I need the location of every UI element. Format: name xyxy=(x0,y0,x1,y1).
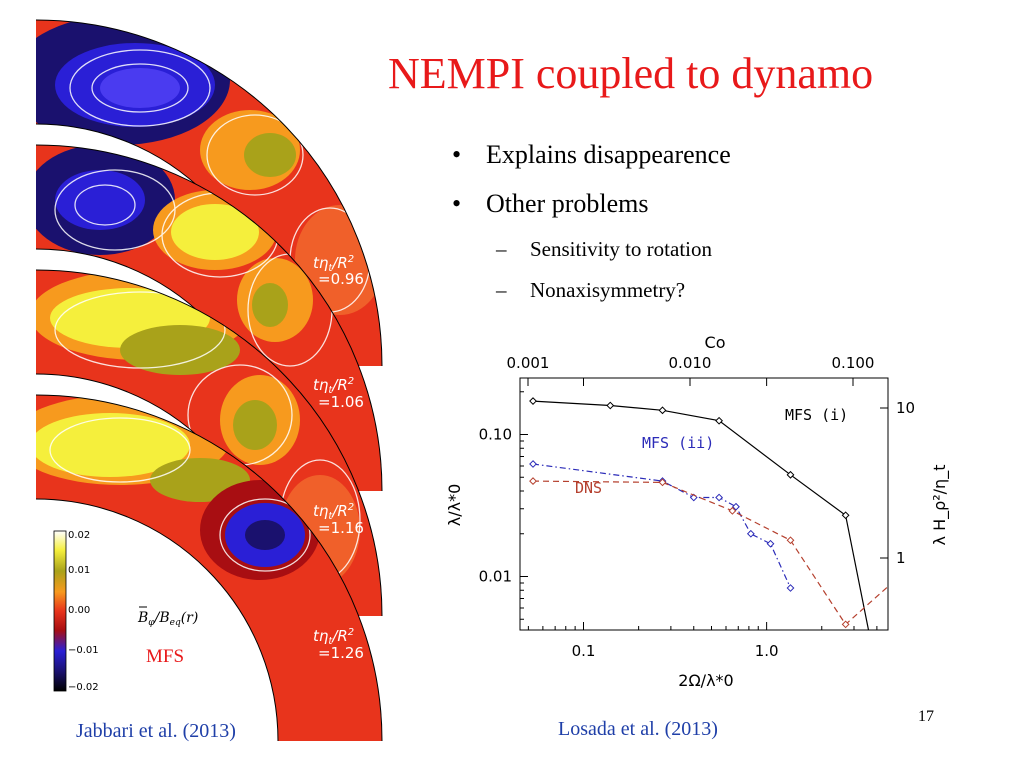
bullet-dot: • xyxy=(452,189,462,218)
colorbar xyxy=(53,530,67,692)
subbullet-2: – Nonaxisymmetry? xyxy=(496,278,685,303)
svg-text:tηt/R2: tηt/R2 xyxy=(313,627,354,647)
svg-text:=1.16: =1.16 xyxy=(318,519,364,537)
series-label: DNS xyxy=(575,479,602,497)
x-tick-label: 1.0 xyxy=(755,642,779,660)
x2-tick-label: 0.010 xyxy=(669,354,712,372)
data-point xyxy=(841,511,850,520)
time-label-1: tηt/R2 =0.96 xyxy=(313,254,364,288)
bullet-1-text: Explains disappearence xyxy=(486,140,731,169)
y2-tick-label: 1 xyxy=(896,549,906,567)
data-point xyxy=(841,620,850,629)
data-point xyxy=(715,493,723,502)
growth-rate-chart: 0.1 1.0 0.001 0.010 0.100 0.10 0.01 10 1 MFS (i) M… xyxy=(445,333,950,690)
bullet-2-text: Other problems xyxy=(486,189,649,218)
y2-axis-label: λ H_ρ²/η_t xyxy=(930,465,950,546)
colorbar-label: Bφ/Beq(r) xyxy=(137,610,198,628)
data-point xyxy=(786,470,795,479)
subbullet-2-text: Nonaxisymmetry? xyxy=(530,278,686,302)
page-number: 17 xyxy=(918,708,934,725)
x2-tick-label: 0.100 xyxy=(832,354,875,372)
series-line-2 xyxy=(532,463,792,589)
series-line-3 xyxy=(532,480,888,626)
subbullet-1-text: Sensitivity to rotation xyxy=(530,237,712,261)
mfs-label: MFS xyxy=(146,646,184,667)
time-label-2: tηt/R2 =1.06 xyxy=(313,376,364,411)
time-label-3: tηt/R2 =1.16 xyxy=(313,502,364,537)
svg-text:tηt/R2: tηt/R2 xyxy=(313,254,354,274)
meridional-maps: tηt/R2 =0.96 tηt/R2 =1.06 tηt/R2 =1.16 t… xyxy=(35,19,383,742)
bullet-1: • Explains disappearence xyxy=(452,140,731,170)
y-tick-label: 0.01 xyxy=(479,568,512,586)
data-point xyxy=(746,529,755,538)
data-point xyxy=(732,502,740,511)
subbullet-1: – Sensitivity to rotation xyxy=(496,237,712,262)
subbullet-dash: – xyxy=(496,237,507,261)
data-point xyxy=(529,397,537,405)
x2-tick-label: 0.001 xyxy=(507,354,550,372)
svg-text:=1.06: =1.06 xyxy=(318,393,364,411)
data-point xyxy=(606,401,615,410)
colorbar-tick-2: 0.01 xyxy=(68,565,90,576)
x-axis-label: 2Ω/λ*0 xyxy=(678,671,733,690)
svg-text:=0.96: =0.96 xyxy=(318,270,364,288)
subbullet-dash: – xyxy=(496,278,507,302)
citation-left: Jabbari et al. (2013) xyxy=(76,720,236,742)
data-point xyxy=(715,416,723,425)
y-axis-label: λ/λ*0 xyxy=(445,484,464,527)
data-point xyxy=(766,539,775,548)
data-point xyxy=(786,584,795,592)
time-label-4: tηt/R2 =1.26 xyxy=(313,627,364,662)
y-tick-label: 0.10 xyxy=(479,426,512,444)
data-point xyxy=(529,460,537,468)
series-label: MFS (ii) xyxy=(642,434,714,452)
series-label: MFS (i) xyxy=(785,406,848,424)
bullet-2: • Other problems xyxy=(452,189,648,219)
slide-title: NEMPI coupled to dynamo xyxy=(388,49,874,98)
svg-text:tηt/R2: tηt/R2 xyxy=(313,376,354,396)
bullet-dot: • xyxy=(452,140,462,169)
colorbar-tick-5: −0.02 xyxy=(68,682,99,693)
colorbar-tick-3: 0.00 xyxy=(68,605,90,616)
plot-frame xyxy=(519,377,889,631)
colorbar-tick-1: 0.02 xyxy=(68,530,90,541)
y2-tick-label: 10 xyxy=(896,399,915,417)
svg-text:tηt/R2: tηt/R2 xyxy=(313,502,354,522)
colorbar-tick-4: −0.01 xyxy=(68,645,99,656)
data-point xyxy=(786,536,795,545)
data-point xyxy=(658,478,667,487)
data-point xyxy=(658,406,667,415)
x2-axis-label: Co xyxy=(705,333,726,352)
citation-right: Losada et al. (2013) xyxy=(558,718,718,740)
svg-text:=1.26: =1.26 xyxy=(318,644,364,662)
data-point xyxy=(529,477,537,485)
data-point xyxy=(728,506,737,515)
x-tick-label: 0.1 xyxy=(572,642,596,660)
